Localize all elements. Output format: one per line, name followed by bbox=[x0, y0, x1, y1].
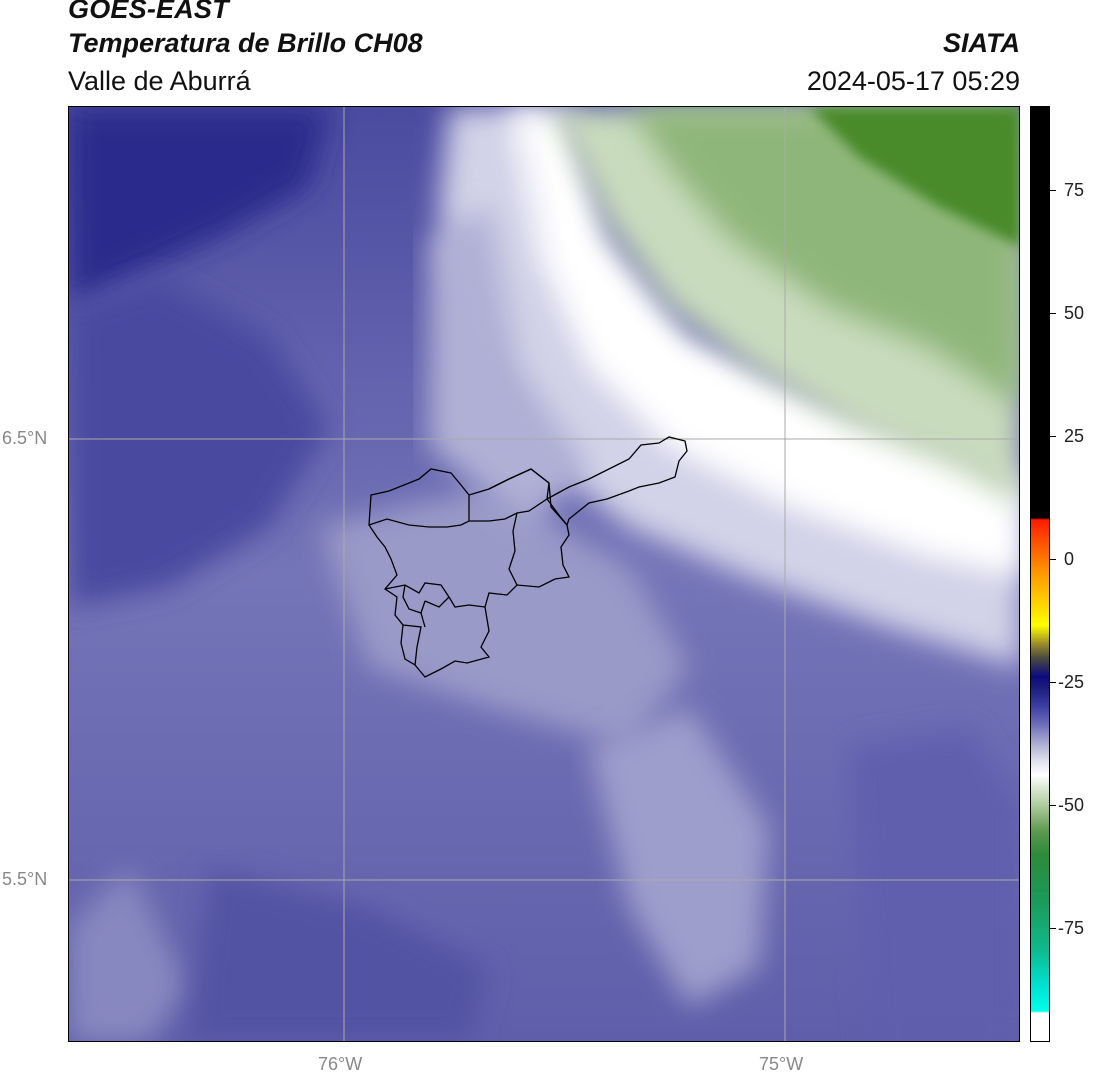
warm-band-center bbox=[319, 487, 689, 747]
colorbar-label: -75 bbox=[1058, 918, 1085, 938]
colorbar-tick bbox=[1050, 190, 1056, 191]
warm-band-sw bbox=[69, 867, 189, 1041]
warm-band-south bbox=[589, 707, 769, 1007]
colorbar-label: 50 bbox=[1064, 303, 1085, 323]
cold-region-nw bbox=[69, 107, 329, 307]
lat-label-6-5: 6.5°N bbox=[2, 428, 48, 448]
datetime-label: 2024-05-17 05:29 bbox=[806, 66, 1020, 96]
lat-label-5-5: 5.5°N bbox=[2, 869, 48, 889]
colorbar-label: -50 bbox=[1058, 795, 1085, 815]
cold-band-se bbox=[849, 727, 1019, 1041]
brightness-temperature-map[interactable] bbox=[68, 106, 1020, 1042]
map-canvas bbox=[69, 107, 1019, 1041]
agency-label: SIATA bbox=[943, 28, 1020, 58]
white-band bbox=[509, 107, 1019, 577]
cold-band-south bbox=[189, 867, 489, 1041]
colorbar-tick bbox=[1050, 313, 1056, 314]
region-label: Valle de Aburrá bbox=[68, 66, 251, 96]
colorbar-label: 75 bbox=[1064, 180, 1085, 200]
colorbar-label: 0 bbox=[1064, 549, 1075, 569]
edge-band bbox=[429, 207, 589, 527]
colorbar-tick bbox=[1050, 682, 1056, 683]
satellite-title: GOES-EAST bbox=[68, 0, 229, 24]
colorbar-tick bbox=[1050, 436, 1056, 437]
municipality-boundaries bbox=[368, 436, 688, 678]
colorbar-tick bbox=[1050, 559, 1056, 560]
product-title: Temperatura de Brillo CH08 bbox=[68, 28, 423, 58]
colorbar-label: -25 bbox=[1058, 672, 1085, 692]
colorbar-tick bbox=[1050, 805, 1056, 806]
lon-label-75w: 75°W bbox=[759, 1054, 804, 1074]
colorbar-tick bbox=[1050, 928, 1056, 929]
cold-region-w bbox=[69, 277, 329, 607]
colorbar bbox=[1030, 106, 1050, 1042]
lon-label-76w: 76°W bbox=[318, 1054, 363, 1074]
colorbar-label: 25 bbox=[1064, 426, 1085, 446]
green-region-dark bbox=[809, 107, 1019, 247]
